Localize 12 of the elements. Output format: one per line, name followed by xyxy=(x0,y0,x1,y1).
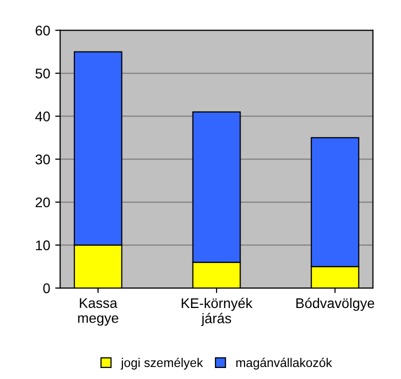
legend-label: jogi személyek xyxy=(120,358,204,370)
y-tick-label: 60 xyxy=(36,26,50,36)
legend-label: magánvállakozók xyxy=(236,358,332,370)
x-tick-label: Kassa megye xyxy=(78,298,118,326)
y-tick-label: 20 xyxy=(36,197,50,208)
y-tick-label: 30 xyxy=(36,154,50,164)
y-tick-label: 0 xyxy=(43,283,50,294)
y-tick-label: 10 xyxy=(36,240,50,250)
x-tick-label: KE-környék járás xyxy=(182,298,252,326)
y-tick-label: 40 xyxy=(35,112,50,122)
x-tick-label: Bódvavölgye xyxy=(296,298,374,311)
y-tick-label: 50 xyxy=(36,68,50,78)
